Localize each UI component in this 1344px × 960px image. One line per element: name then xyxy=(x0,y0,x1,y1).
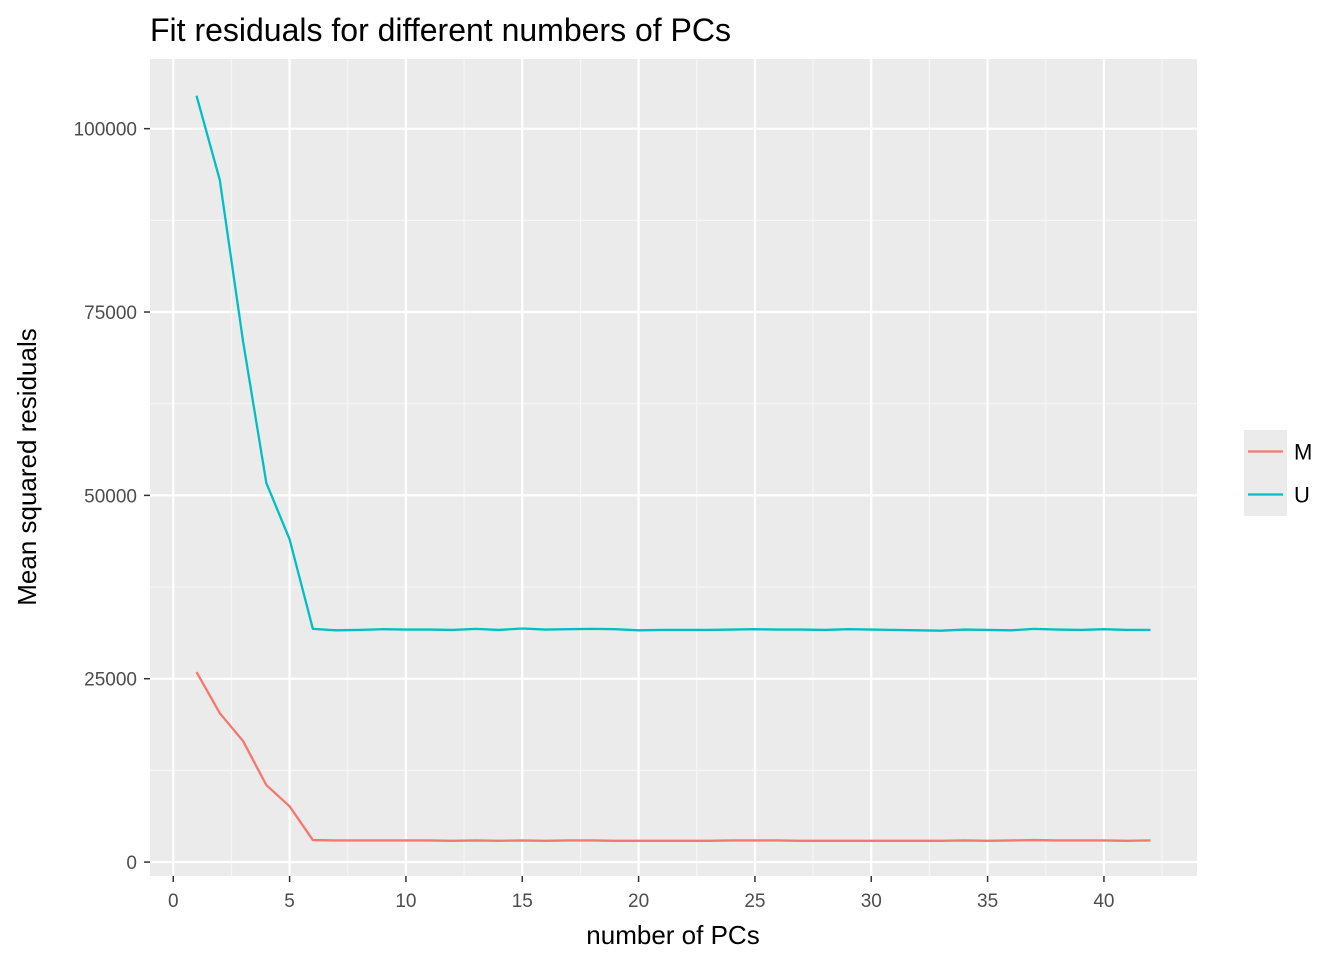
y-tick-label: 50000 xyxy=(84,486,137,507)
x-tick-label: 25 xyxy=(744,891,765,912)
x-axis-title: number of PCs xyxy=(586,920,759,950)
plot-panel xyxy=(150,59,1197,876)
y-tick-label: 25000 xyxy=(84,670,137,691)
x-tick-label: 35 xyxy=(977,891,998,912)
legend: MU xyxy=(1244,430,1312,516)
series-line-U xyxy=(195,95,1151,632)
x-tick-label: 10 xyxy=(395,891,416,912)
x-tick-label: 5 xyxy=(284,891,295,912)
chart-title: Fit residuals for different numbers of P… xyxy=(150,12,731,48)
x-tick-label: 30 xyxy=(861,891,882,912)
series-line-M xyxy=(195,671,1151,842)
y-tick-label: 100000 xyxy=(74,120,137,141)
x-tick-label: 0 xyxy=(168,891,179,912)
y-axis: 0 25000 50000 75000 100000 xyxy=(74,120,150,874)
series-lines xyxy=(195,95,1151,842)
major-gridlines xyxy=(150,59,1197,876)
minor-gridlines xyxy=(150,59,1197,876)
y-axis-title: Mean squared residuals xyxy=(12,328,42,606)
legend-label-M: M xyxy=(1294,440,1312,465)
x-axis: 0 5 10 15 20 25 30 35 40 xyxy=(168,876,1115,912)
x-tick-label: 15 xyxy=(512,891,533,912)
y-tick-label: 75000 xyxy=(84,303,137,324)
x-tick-label: 20 xyxy=(628,891,649,912)
legend-label-U: U xyxy=(1294,483,1310,508)
y-tick-label: 0 xyxy=(126,853,137,874)
x-tick-label: 40 xyxy=(1093,891,1114,912)
